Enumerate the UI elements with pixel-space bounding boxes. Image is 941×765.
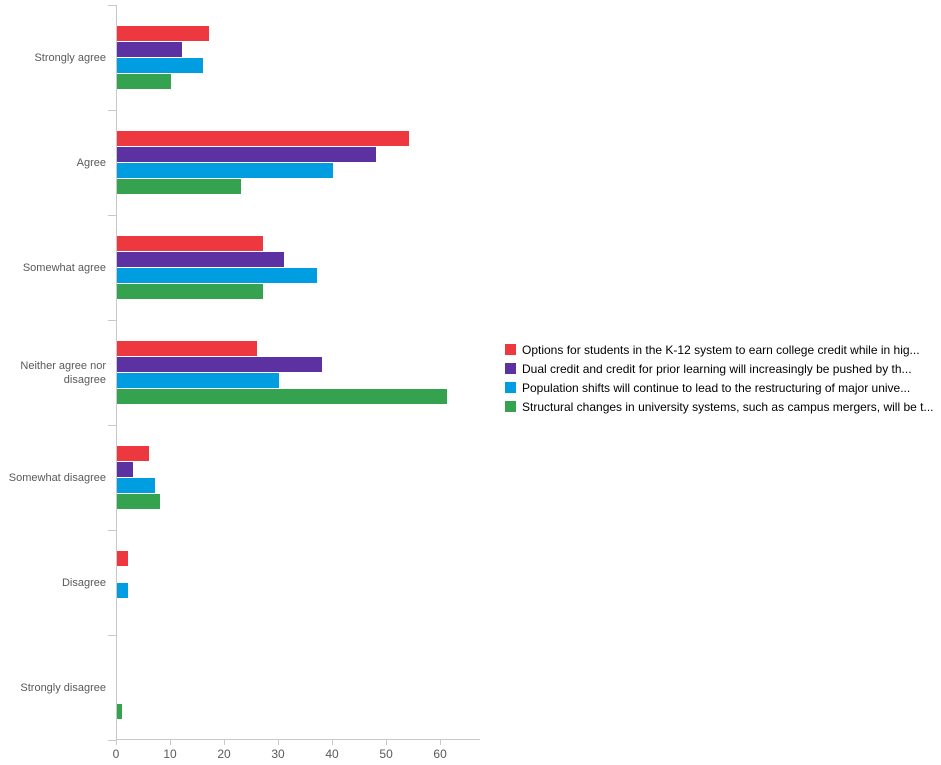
y-axis-tick: [108, 425, 116, 426]
category-label: Somewhat agree: [22, 261, 106, 274]
chart-legend: Options for students in the K-12 system …: [505, 340, 934, 416]
y-axis-tick: [108, 215, 116, 216]
bar: [117, 268, 317, 283]
x-axis-tick: [386, 740, 388, 745]
x-axis-tick-label: 40: [325, 747, 339, 761]
x-axis-tick: [224, 740, 226, 745]
category-label: Disagree: [61, 576, 106, 589]
legend-item: Population shifts will continue to lead …: [505, 378, 934, 397]
legend-label: Options for students in the K-12 system …: [522, 342, 920, 357]
bar: [117, 462, 134, 477]
legend-label: Structural changes in university systems…: [522, 399, 934, 414]
category-label: Strongly agree: [34, 51, 106, 64]
y-axis-tick: [108, 5, 116, 6]
x-axis-tick: [332, 740, 334, 745]
bar: [117, 494, 161, 509]
bar: [117, 163, 334, 178]
legend-label: Population shifts will continue to lead …: [522, 380, 911, 395]
bar: [117, 357, 323, 372]
y-axis-tick: [108, 740, 116, 741]
category-label: Agree: [76, 156, 106, 169]
legend-item: Dual credit and credit for prior learnin…: [505, 359, 934, 378]
legend-swatch: [505, 344, 516, 355]
bar: [117, 478, 155, 493]
bar: [117, 284, 263, 299]
legend-swatch: [505, 382, 516, 393]
x-axis-tick-label: 50: [379, 747, 393, 761]
y-axis-line: [116, 5, 117, 740]
legend-item: Structural changes in university systems…: [505, 397, 934, 416]
x-axis-tick-label: 30: [271, 747, 285, 761]
legend-swatch: [505, 363, 516, 374]
y-axis-tick: [108, 110, 116, 111]
x-axis-tick-label: 10: [163, 747, 177, 761]
bar: [117, 26, 209, 41]
x-axis-tick: [116, 740, 117, 745]
y-axis-tick: [108, 320, 116, 321]
bar: [117, 58, 204, 73]
y-axis-tick: [108, 530, 116, 531]
bar: [117, 551, 128, 566]
x-axis-line: [116, 739, 480, 740]
bar: [117, 373, 280, 388]
legend-label: Dual credit and credit for prior learnin…: [522, 361, 912, 376]
x-axis-tick: [440, 740, 442, 745]
bar: [117, 236, 263, 251]
category-label: Strongly disagree: [20, 681, 106, 694]
bar: [117, 179, 242, 194]
bar: [117, 704, 123, 719]
bar: [117, 583, 128, 598]
bar: [117, 74, 172, 89]
y-axis-tick: [108, 635, 116, 636]
x-axis-tick-label: 0: [112, 747, 120, 761]
legend-swatch: [505, 401, 516, 412]
bar: [117, 252, 285, 267]
x-axis-tick-label: 20: [217, 747, 231, 761]
bar: [117, 147, 377, 162]
category-label: Neither agree nor disagree: [20, 359, 106, 386]
legend-item: Options for students in the K-12 system …: [505, 340, 934, 359]
x-axis-tick-label: 60: [433, 747, 447, 761]
bar: [117, 131, 409, 146]
bar: [117, 341, 258, 356]
bar: [117, 446, 150, 461]
x-axis-tick: [278, 740, 280, 745]
bar: [117, 42, 182, 57]
bar: [117, 389, 447, 404]
category-label: Somewhat disagree: [8, 471, 106, 484]
x-axis-tick: [170, 740, 172, 745]
